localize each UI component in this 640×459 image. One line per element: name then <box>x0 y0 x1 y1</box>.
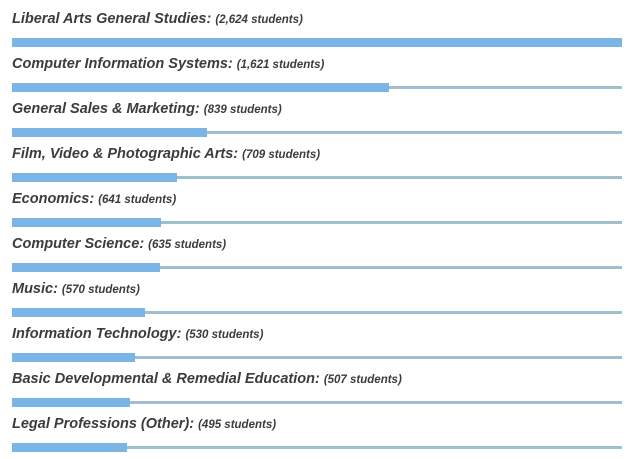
bar-label: General Sales & Marketing: (839 students) <box>12 100 282 118</box>
bar-row-computer-information-systems: Computer Information Systems: (1,621 stud… <box>12 53 622 98</box>
bar-label: Basic Developmental & Remedial Education… <box>12 370 402 388</box>
category-name: Information Technology: <box>12 326 182 342</box>
bar-basic-developmental-remedial-education <box>12 398 130 407</box>
bar-liberal-arts-general-studies <box>12 38 622 47</box>
category-name: Computer Science: <box>12 236 145 252</box>
bar-computer-science <box>12 263 160 272</box>
value-label: (495 students) <box>198 419 277 431</box>
bar-label: Liberal Arts General Studies: (2,624 stud… <box>12 10 303 28</box>
category-name: Economics: <box>12 191 95 207</box>
bar-row-general-sales-marketing: General Sales & Marketing: (839 students) <box>12 98 622 143</box>
bar-row-film-video-photographic-arts: Film, Video & Photographic Arts: (709 stu… <box>12 143 622 188</box>
category-name: Film, Video & Photographic Arts: <box>12 146 239 162</box>
bar-general-sales-marketing <box>12 128 207 137</box>
bar-track <box>12 221 622 224</box>
bar-row-legal-professions-other: Legal Professions (Other): (495 students) <box>12 413 622 458</box>
bar-row-economics: Economics: (641 students) <box>12 188 622 233</box>
bar-label: Music: (570 students) <box>12 280 140 298</box>
value-label: (570 students) <box>61 284 140 296</box>
value-label: (641 students) <box>98 194 177 206</box>
bar-track <box>12 446 622 449</box>
bar-music <box>12 308 145 317</box>
value-label: (635 students) <box>148 239 227 251</box>
bar-legal-professions-other <box>12 443 127 452</box>
value-label: (507 students) <box>323 374 402 386</box>
bar-row-basic-developmental-remedial-education: Basic Developmental & Remedial Education… <box>12 368 622 413</box>
category-name: Computer Information Systems: <box>12 56 233 72</box>
bar-track <box>12 356 622 359</box>
bar-track <box>12 311 622 314</box>
category-name: Basic Developmental & Remedial Education… <box>12 371 320 387</box>
bar-row-music: Music: (570 students) <box>12 278 622 323</box>
bar-track <box>12 401 622 404</box>
value-label: (709 students) <box>242 149 321 161</box>
value-label: (1,621 students) <box>236 59 325 71</box>
bar-label: Computer Science: (635 students) <box>12 235 226 253</box>
value-label: (839 students) <box>203 104 282 116</box>
bar-track <box>12 266 622 269</box>
bar-row-computer-science: Computer Science: (635 students) <box>12 233 622 278</box>
value-label: (2,624 students) <box>215 14 303 26</box>
bar-label: Film, Video & Photographic Arts: (709 stu… <box>12 145 320 163</box>
bar-row-information-technology: Information Technology: (530 students) <box>12 323 622 368</box>
bar-computer-information-systems <box>12 83 389 92</box>
category-name: Music: <box>12 281 58 297</box>
bar-label: Information Technology: (530 students) <box>12 325 263 343</box>
bar-track <box>12 131 622 134</box>
bar-label: Economics: (641 students) <box>12 190 176 208</box>
bar-track <box>12 176 622 179</box>
bar-label: Computer Information Systems: (1,621 stud… <box>12 55 324 73</box>
category-name: Legal Professions (Other): <box>12 416 195 432</box>
bar-economics <box>12 218 161 227</box>
category-name: General Sales & Marketing: <box>12 101 200 117</box>
bar-information-technology <box>12 353 135 362</box>
bar-film-video-photographic-arts <box>12 173 177 182</box>
bar-label: Legal Professions (Other): (495 students) <box>12 415 276 433</box>
bar-row-liberal-arts-general-studies: Liberal Arts General Studies: (2,624 stud… <box>12 8 622 53</box>
category-name: Liberal Arts General Studies: <box>12 11 212 27</box>
value-label: (530 students) <box>185 329 264 341</box>
